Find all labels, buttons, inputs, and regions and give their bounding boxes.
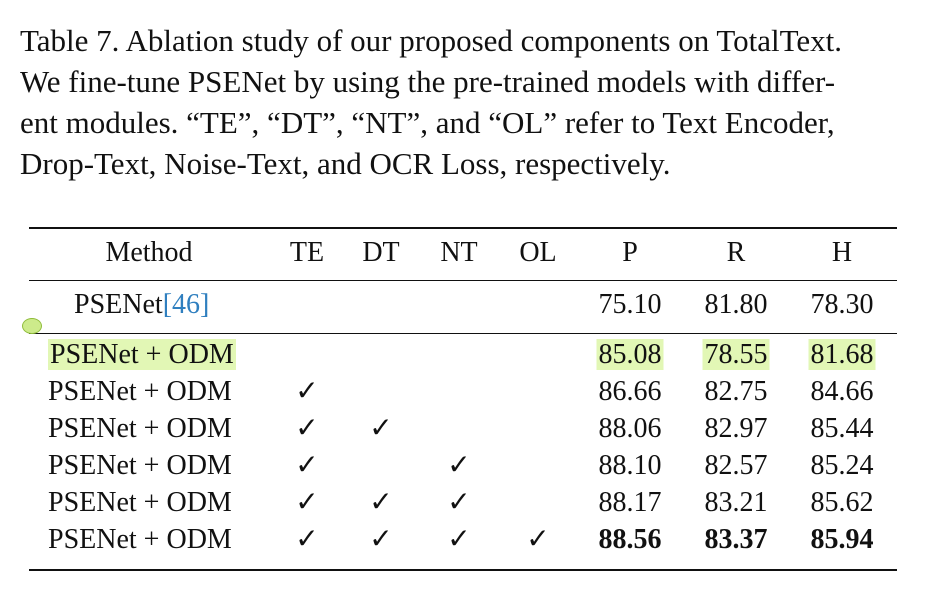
row-r-value: 82.75	[704, 376, 768, 407]
row-r-value: 83.21	[704, 487, 768, 518]
row-nt-check: ✓	[447, 524, 471, 555]
caption-line: We fine-tune PSENet by using the pre-tra…	[20, 64, 836, 99]
baseline-method: PSENet[46]	[74, 289, 209, 321]
row-dt-check: ✓	[369, 524, 393, 555]
row-p-value: 88.56	[598, 524, 662, 555]
row-nt-check: ✓	[447, 450, 471, 481]
row-method: PSENet + ODM	[48, 450, 232, 481]
baseline-p: 75.10	[598, 289, 662, 320]
row-p-value: 88.17	[598, 487, 662, 518]
row-method: PSENet + ODM	[48, 524, 232, 555]
row-method: PSENet + ODM	[48, 339, 236, 370]
header-dt: DT	[362, 237, 400, 268]
row-p-value: 86.66	[598, 376, 662, 407]
row-nt-check: ✓	[447, 487, 471, 518]
row-dt-check: ✓	[369, 413, 393, 444]
caption-line: Drop-Text, Noise-Text, and OCR Loss, res…	[20, 146, 671, 181]
header-nt: NT	[440, 237, 478, 268]
row-method: PSENet + ODM	[48, 376, 232, 407]
caption-line: ent modules. “TE”, “DT”, “NT”, and “OL” …	[20, 105, 835, 140]
row-h-value: 85.62	[810, 487, 874, 518]
row-p-value: 88.10	[598, 450, 662, 481]
row-r-value: 82.57	[704, 450, 768, 481]
row-dt-check: ✓	[369, 487, 393, 518]
header-method: Method	[105, 237, 193, 268]
header-rule	[29, 280, 897, 281]
row-te-check: ✓	[295, 413, 319, 444]
row-method: PSENet + ODM	[48, 413, 232, 444]
pointer-marker	[22, 318, 42, 334]
header-ol: OL	[519, 237, 557, 268]
header-te: TE	[289, 237, 325, 268]
row-h-value: 85.24	[810, 450, 874, 481]
header-p: P	[622, 237, 638, 268]
caption-line: Table 7. Ablation study of our proposed …	[20, 23, 843, 58]
header-h: H	[831, 237, 853, 268]
baseline-r: 81.80	[704, 289, 768, 320]
top-rule	[29, 227, 897, 229]
row-h-value: 81.68	[808, 339, 876, 370]
row-te-check: ✓	[295, 487, 319, 518]
row-r-value: 82.97	[704, 413, 768, 444]
row-h-value: 85.44	[810, 413, 874, 444]
row-method: PSENet + ODM	[48, 487, 232, 518]
row-p-value: 88.06	[598, 413, 662, 444]
baseline-h: 78.30	[810, 289, 874, 320]
row-te-check: ✓	[295, 376, 319, 407]
baseline-name: PSENet	[74, 289, 163, 320]
row-h-value: 84.66	[810, 376, 874, 407]
row-te-check: ✓	[295, 450, 319, 481]
row-te-check: ✓	[295, 524, 319, 555]
bottom-rule	[29, 569, 897, 571]
table-caption: Table 7. Ablation study of our proposed …	[20, 20, 920, 184]
header-r: R	[726, 237, 746, 268]
row-r-value: 83.37	[704, 524, 768, 555]
row-ol-check: ✓	[526, 524, 550, 555]
row-p-value: 85.08	[596, 339, 664, 370]
row-r-value: 78.55	[702, 339, 770, 370]
citation-link[interactable]: [46]	[162, 289, 210, 320]
row-h-value: 85.94	[810, 524, 874, 555]
baseline-rule	[29, 333, 897, 334]
